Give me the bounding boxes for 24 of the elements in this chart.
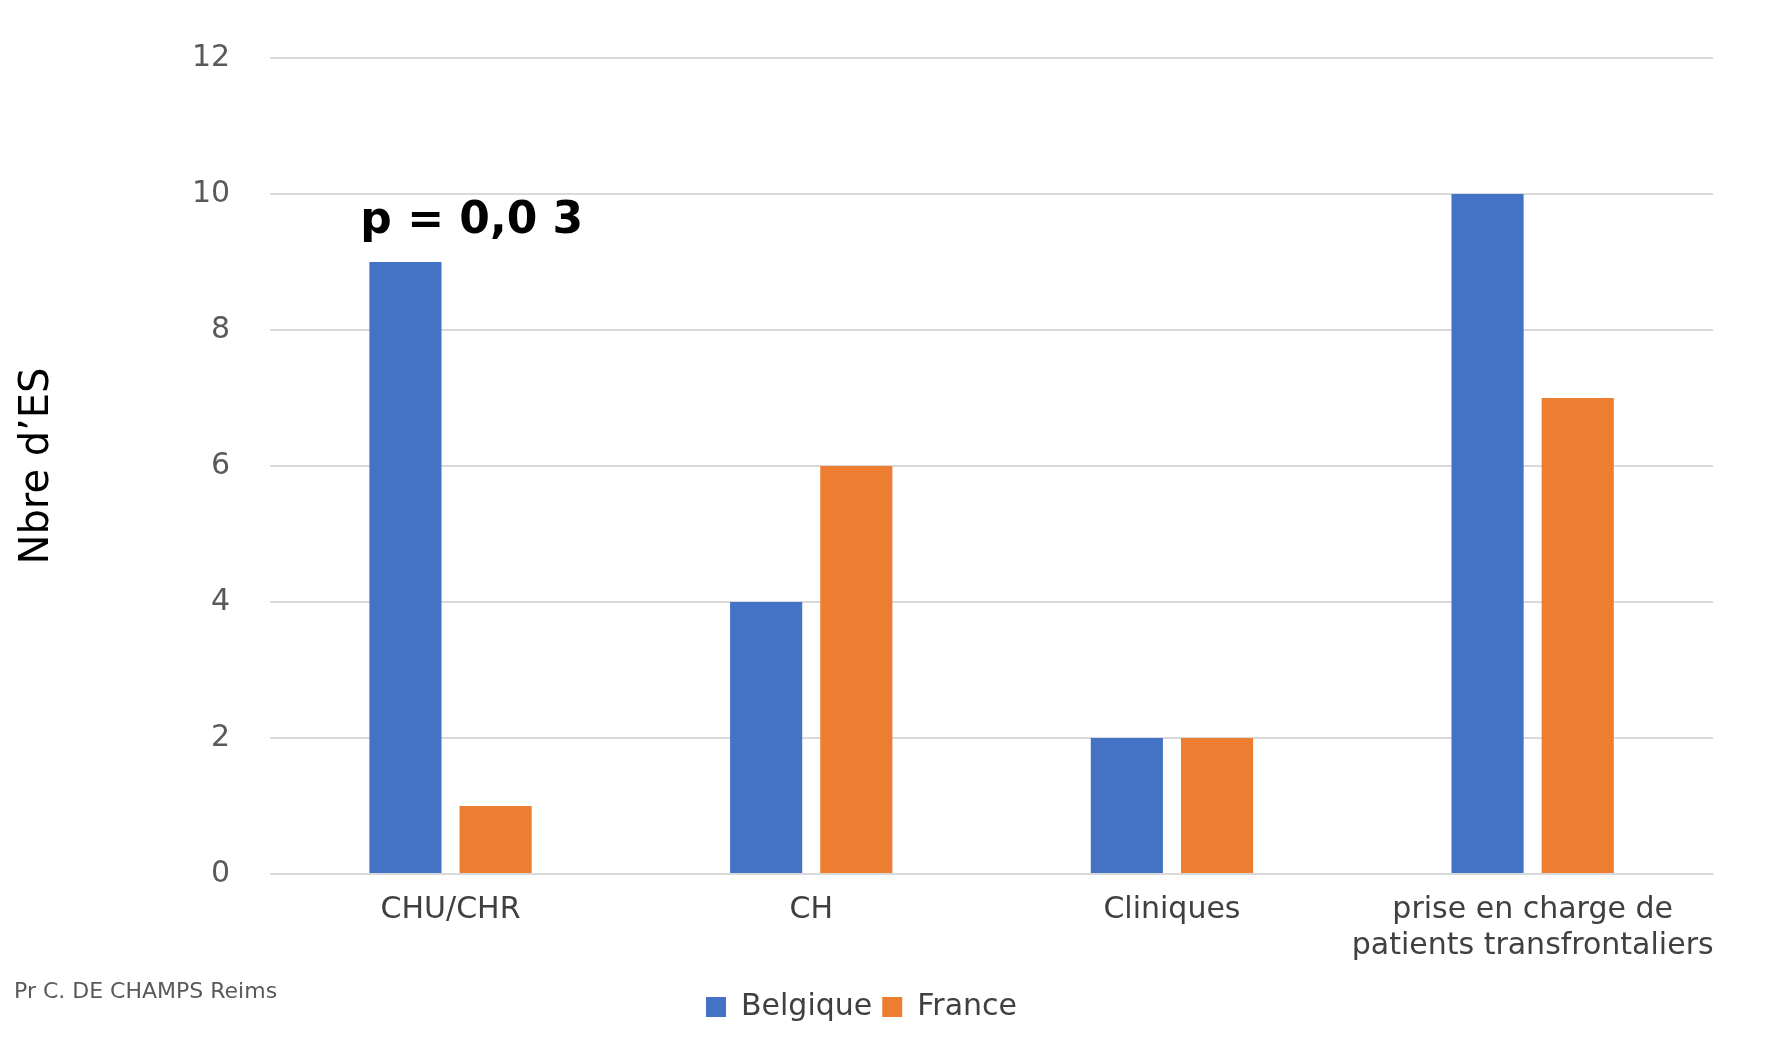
y-tick-label: 12 (191, 37, 231, 73)
y-axis-title: Nbre d’ES (11, 367, 58, 565)
bar (730, 602, 803, 873)
x-tick-label: CH (789, 889, 833, 925)
x-tick-label: Cliniques (1103, 889, 1241, 925)
bar (459, 806, 532, 873)
x-tick-label: prise en charge de patients transfrontaliers (1351, 889, 1714, 961)
y-tick-label: 0 (211, 853, 231, 889)
text: Pr C. DE CHAMPS Reims (14, 978, 278, 1003)
bar (1541, 398, 1614, 873)
y-tick-label: 8 (211, 309, 231, 345)
bar (1090, 738, 1163, 873)
annotation: p = 0,0 3 (360, 191, 584, 243)
legend-label: France (917, 986, 1018, 1022)
x-tick-label: CHU/CHR (380, 889, 521, 925)
bar (1180, 738, 1254, 873)
legend-label: Belgique (740, 986, 873, 1022)
y-tick-label: 6 (211, 445, 231, 481)
y-tick-label: 2 (211, 717, 231, 753)
bar (1451, 194, 1524, 873)
bar (820, 466, 893, 873)
y-tick-label: 10 (191, 173, 231, 209)
y-tick-label: 4 (211, 581, 231, 617)
bar (369, 262, 442, 873)
